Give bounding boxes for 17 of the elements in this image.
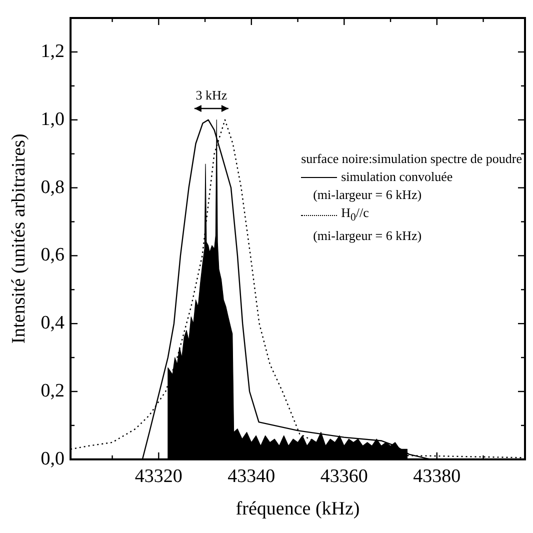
- y-tick-label: 0,6: [40, 244, 65, 266]
- annotation: 3 kHz: [196, 87, 228, 102]
- x-axis-title: fréquence (kHz): [236, 498, 360, 520]
- legend-title: surface noire:simulation spectre de poudre: [301, 150, 522, 168]
- x-tick-label: 43360: [320, 466, 368, 487]
- y-tick-label: 1,0: [40, 108, 65, 130]
- y-tick-label: 0,8: [40, 176, 65, 198]
- y-axis-title: Intensité (unités arbitraires): [8, 134, 30, 344]
- y-tick-label: 0,2: [40, 380, 65, 402]
- x-tick-label: 43340: [228, 466, 276, 487]
- legend-label: H$_{0}$//c (mi-largeur = 6 kHz): [313, 204, 422, 245]
- x-tick-label: 43380: [413, 466, 461, 487]
- y-tick-label: 0,4: [40, 312, 66, 334]
- y-tick-label: 1,2: [40, 40, 65, 62]
- legend-label: simulation convoluée (mi-largeur = 6 kHz): [313, 168, 453, 204]
- x-tick-label: 43320: [134, 466, 182, 487]
- y-tick-label: 0,0: [40, 448, 65, 470]
